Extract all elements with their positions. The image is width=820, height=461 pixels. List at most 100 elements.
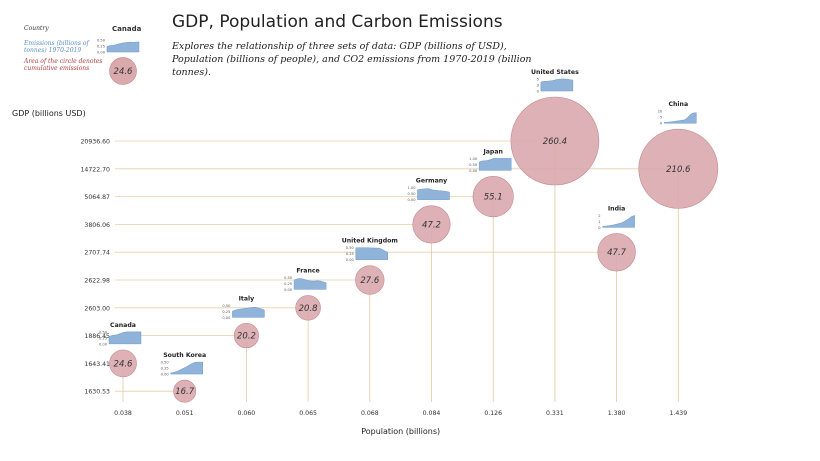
- y-tick-label: 2707.74: [84, 250, 110, 257]
- sparkline-tick-label: 5: [660, 116, 662, 120]
- sparkline-tick-label: 0.50: [346, 246, 355, 250]
- emissions-sparkline: [540, 78, 574, 92]
- sparkline-tick-label: 1.00: [469, 157, 478, 161]
- sparkline-tick-label: 0.50: [469, 163, 478, 167]
- emissions-bubble: [295, 295, 321, 321]
- y-tick-label: 14722.70: [80, 166, 110, 173]
- y-tick-label: 1886.45: [84, 333, 110, 340]
- y-tick-label: 2603.00: [84, 305, 110, 312]
- x-tick-label: 0.051: [176, 410, 194, 417]
- emissions-bubble: [472, 176, 514, 218]
- sparkline-tick-label: 0.00: [161, 373, 170, 377]
- legend-sparkline: [106, 41, 140, 53]
- emissions-value-label: 47.7: [607, 248, 627, 258]
- sparkline-tick-label: 0.00: [469, 169, 478, 173]
- sparkline-tick-label: 0.00: [407, 198, 416, 202]
- emissions-value-label: 27.6: [360, 276, 380, 286]
- emissions-bubble: [233, 323, 259, 349]
- sparkline-tick-label: 0.50: [222, 304, 231, 308]
- emissions-value-label: 16.7: [175, 387, 195, 397]
- legend-bubble-value: 24.6: [114, 67, 134, 77]
- emissions-bubble: [638, 128, 719, 209]
- country-name-label: India: [608, 205, 625, 212]
- emissions-bubble: [412, 205, 451, 244]
- country-name-label: France: [296, 267, 319, 274]
- legend-area-label: Area of the circle denotes cumulative em…: [24, 58, 103, 72]
- y-tick-label: 3806.06: [84, 222, 110, 229]
- sparkline-tick-label: 0.25: [222, 310, 230, 314]
- country-name-label: China: [668, 101, 688, 108]
- sparkline-tick-label: 0.00: [222, 316, 231, 320]
- y-tick-label: 1630.53: [84, 389, 110, 396]
- country-name-label: United States: [531, 69, 579, 76]
- sparkline-tick-label: 0.50: [407, 192, 416, 196]
- x-tick-label: 0.084: [423, 410, 441, 417]
- sparkline-tick-label: 0: [660, 122, 663, 126]
- x-tick-label: 1.380: [608, 410, 626, 417]
- legend-sparkline-tick: 0.25: [97, 45, 105, 49]
- chart-title: GDP, Population and Carbon Emissions: [172, 12, 503, 32]
- x-tick-label: 0.038: [114, 410, 132, 417]
- emissions-value-label: 20.8: [299, 304, 319, 314]
- sparkline-tick-label: 3: [537, 84, 539, 88]
- emissions-sparkline: [232, 307, 265, 318]
- emissions-value-label: 24.6: [114, 359, 134, 369]
- country-name-label: Canada: [110, 322, 136, 329]
- emissions-value-label: 210.6: [666, 165, 691, 175]
- y-tick-label: 1643.41: [84, 361, 110, 368]
- x-axis-title: Population (billions): [361, 427, 440, 436]
- emissions-sparkline: [355, 247, 389, 260]
- chart-subtitle: Explores the relationship of three sets …: [172, 41, 532, 78]
- legend-sparkline-tick: 0.50: [97, 39, 106, 43]
- sparkline-tick-label: 2: [598, 214, 600, 218]
- sparkline-tick-label: 1.00: [407, 186, 416, 190]
- sparkline-tick-label: 10: [658, 110, 663, 114]
- legend-country-label: Country: [24, 25, 49, 32]
- x-tick-label: 0.060: [238, 410, 256, 417]
- emissions-sparkline: [478, 158, 512, 171]
- emissions-bubble: [510, 96, 600, 186]
- emissions-value-label: 260.4: [543, 137, 567, 147]
- emissions-sparkline: [170, 361, 203, 375]
- emissions-value-label: 47.2: [422, 220, 441, 230]
- country-name-label: Italy: [239, 295, 255, 302]
- y-tick-label: 2622.98: [84, 278, 110, 285]
- x-tick-label: 0.065: [299, 410, 317, 417]
- emissions-sparkline: [602, 215, 635, 228]
- y-tick-label: 20936.60: [80, 139, 110, 146]
- emissions-bubble: [109, 349, 137, 378]
- legend-bubble: [109, 57, 137, 85]
- sparkline-tick-label: 0.00: [99, 342, 108, 346]
- legend-sparkline-tick: 0.00: [97, 51, 106, 55]
- emissions-sparkline: [293, 278, 327, 290]
- sparkline-tick-label: 0.25: [284, 282, 292, 286]
- legend-example-country: Canada: [112, 25, 142, 33]
- emissions-value-label: 55.1: [484, 193, 503, 203]
- country-name-label: Japan: [482, 148, 503, 155]
- sparkline-tick-label: 0.25: [161, 367, 169, 371]
- x-tick-label: 0.126: [484, 410, 502, 417]
- sparkline-tick-label: 0.00: [284, 288, 293, 292]
- country-name-label: United Kingdom: [342, 238, 398, 245]
- sparkline-tick-label: 5: [537, 78, 539, 82]
- sparkline-tick-label: 0.00: [346, 258, 355, 262]
- sparkline-tick-label: 0.50: [161, 361, 170, 365]
- emissions-sparkline: [108, 331, 142, 345]
- sparkline-tick-label: 1: [598, 220, 600, 224]
- legend-emissions-label: Emissions (billions of tonnes) 1970-2019: [24, 40, 89, 54]
- sparkline-tick-label: 0.25: [99, 336, 107, 340]
- x-tick-label: 0.331: [546, 410, 564, 417]
- x-tick-label: 1.439: [669, 410, 687, 417]
- y-axis-title: GDP (billions USD): [12, 109, 86, 118]
- emissions-sparkline: [417, 188, 450, 200]
- country-name-label: Germany: [416, 178, 447, 185]
- sparkline-tick-label: 0: [598, 226, 601, 230]
- y-tick-label: 5064.87: [84, 194, 110, 201]
- sparkline-tick-label: 0: [537, 90, 540, 94]
- emissions-bubble: [355, 265, 385, 295]
- x-tick-label: 0.068: [361, 410, 379, 417]
- emissions-bubble: [597, 233, 636, 272]
- emissions-sparkline: [664, 112, 697, 124]
